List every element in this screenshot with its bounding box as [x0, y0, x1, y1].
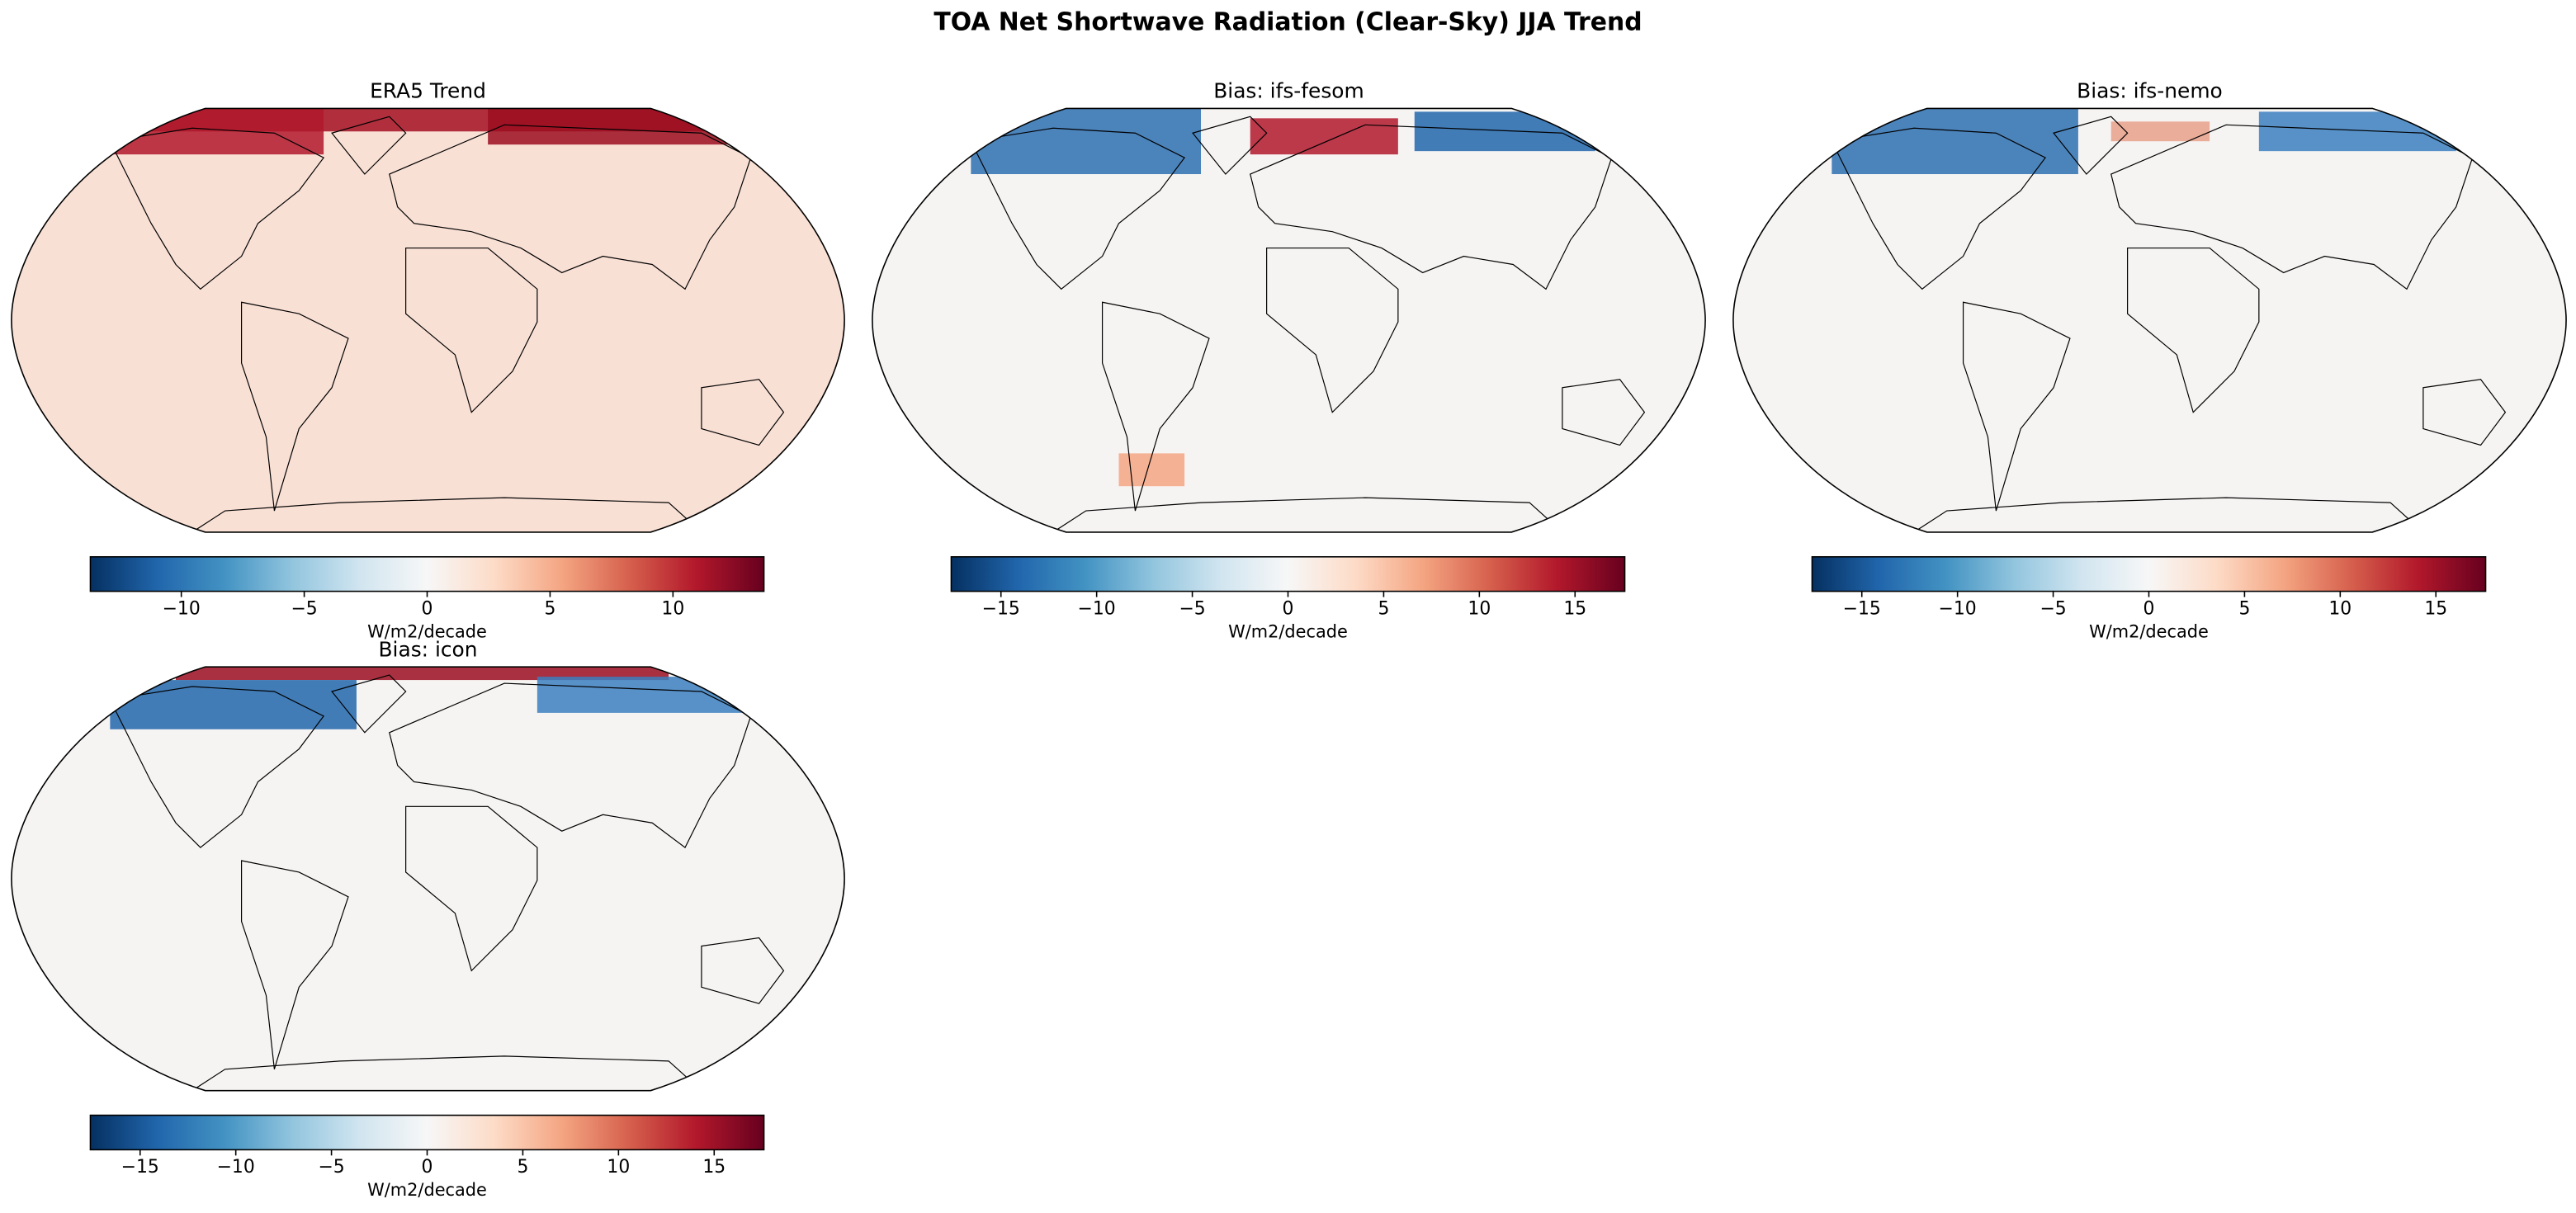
colorbar-tick-label: −10	[1078, 598, 1116, 619]
map	[1732, 108, 2567, 532]
colorbar-tick-label: −10	[163, 598, 201, 619]
anomaly-patch	[110, 108, 324, 155]
anomaly-patch	[1832, 108, 2078, 175]
anomaly-patch	[536, 677, 751, 713]
colorbar-tick-label: 0	[422, 1157, 433, 1178]
colorbar-label: W/m2/decade	[1228, 621, 1348, 641]
anomaly-patch	[11, 108, 845, 132]
map-field	[1732, 108, 2567, 532]
map-field	[872, 108, 1706, 532]
colorbar-tick-label: 15	[702, 1157, 726, 1178]
colorbar-tick-label: −5	[291, 598, 317, 619]
map-field	[11, 667, 845, 1091]
colorbar-tick-label: 0	[1283, 598, 1294, 619]
colorbar-tick-label: 5	[544, 598, 555, 619]
panel-title: Bias: ifs-nemo	[2077, 78, 2223, 102]
panel: Bias: ifs-fesom −15 −10 −5 0 5 10 15 W/m2/decade	[871, 78, 1707, 641]
colorbar-tick-label: 0	[422, 598, 433, 619]
colorbar	[1811, 555, 2487, 592]
colorbar-tick-label: −10	[217, 1157, 255, 1178]
map	[11, 667, 845, 1091]
colorbar-tick-label: 10	[2328, 598, 2351, 619]
figure-title: TOA Net Shortwave Radiation (Clear-Sky) …	[934, 7, 1642, 36]
colorbar	[89, 555, 765, 592]
colorbar-tick-label: −15	[1843, 598, 1881, 619]
panel-title: Bias: icon	[378, 637, 477, 661]
colorbar-label: W/m2/decade	[367, 621, 487, 641]
colorbar-tick-label: −15	[121, 1157, 159, 1178]
colorbar-tick-label: 5	[1378, 598, 1389, 619]
colorbar-tick-label: 10	[607, 1157, 630, 1178]
anomaly-patch	[2258, 111, 2456, 152]
colorbar	[89, 1114, 765, 1151]
colorbar-tick-label: 15	[1563, 598, 1586, 619]
colorbar	[950, 555, 1626, 592]
anomaly-patch	[1250, 118, 1398, 155]
colorbar-tick-label: −10	[1939, 598, 1977, 619]
colorbar-tick-label: 5	[517, 1157, 528, 1178]
panel: Bias: icon −15 −10 −5 0 5 10 15 W/m2/decade	[10, 637, 846, 1200]
colorbar-tick-label: 15	[2424, 598, 2447, 619]
panel-title: Bias: ifs-fesom	[1213, 78, 1364, 102]
map	[872, 108, 1706, 532]
colorbar-tick-label: −5	[2040, 598, 2066, 619]
colorbar-tick-label: −15	[982, 598, 1020, 619]
anomaly-patch	[2110, 121, 2210, 142]
panel: ERA5 Trend −10 −5 0 5 10 W/m2/decade	[10, 78, 846, 641]
colorbar-label: W/m2/decade	[367, 1180, 487, 1200]
colorbar-tick-label: −5	[318, 1157, 344, 1178]
colorbar-tick-label: 5	[2238, 598, 2250, 619]
map	[11, 108, 845, 532]
colorbar-tick-label: 10	[1468, 598, 1491, 619]
colorbar-tick-label: −5	[1179, 598, 1205, 619]
anomaly-patch	[971, 108, 1202, 175]
anomaly-patch	[175, 667, 669, 681]
panel-title: ERA5 Trend	[370, 78, 486, 102]
panel: Bias: ifs-nemo −15 −10 −5 0 5 10 15 W/m2/decade	[1732, 78, 2568, 641]
anomaly-patch	[1118, 453, 1185, 487]
colorbar-tick-label: 10	[661, 598, 684, 619]
colorbar-tick-label: 0	[2144, 598, 2155, 619]
map-field	[11, 108, 845, 532]
colorbar-label: W/m2/decade	[2089, 621, 2209, 641]
